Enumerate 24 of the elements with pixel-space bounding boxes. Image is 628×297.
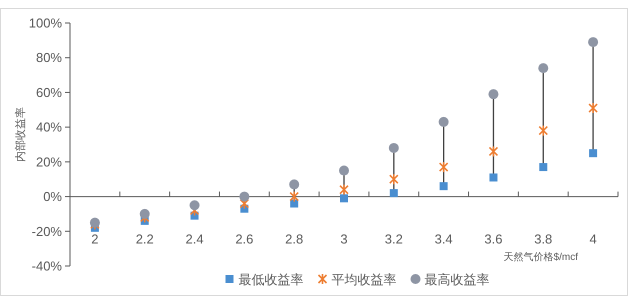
y-tick-label: 60% — [36, 84, 62, 100]
x-tick-label: 4 — [589, 232, 597, 247]
x-tick-label: 2.2 — [136, 232, 154, 247]
y-tick-label: 80% — [36, 50, 62, 66]
x-tick-label: 3.6 — [484, 232, 502, 247]
x-tick-label: 2 — [91, 232, 99, 247]
x-tick-label: 3.4 — [434, 232, 453, 247]
x-tick-label: 2.8 — [285, 232, 304, 247]
x-tick-label: 3 — [340, 232, 348, 247]
x-axis-title: 天然气价格$/mcf — [504, 251, 578, 263]
x-tick-label: 3.8 — [534, 232, 552, 247]
y-tick-label: 0% — [43, 189, 62, 204]
legend-label: 最高收益率 — [424, 272, 490, 287]
y-tick-label: 40% — [36, 120, 62, 135]
y-tick-label: -40% — [32, 258, 62, 274]
legend-label: 平均收益率 — [332, 272, 396, 287]
y-axis-title: 内部收益率 — [14, 107, 27, 162]
x-tick-label: 2.4 — [186, 232, 204, 247]
y-tick-label: 100% — [28, 16, 62, 30]
y-tick-label: -20% — [32, 224, 62, 239]
y-tick-label: 20% — [36, 154, 62, 170]
legend-label: 最低收益率 — [238, 272, 304, 287]
x-tick-label: 3.2 — [384, 232, 403, 247]
x-tick-label: 2.6 — [235, 232, 254, 247]
